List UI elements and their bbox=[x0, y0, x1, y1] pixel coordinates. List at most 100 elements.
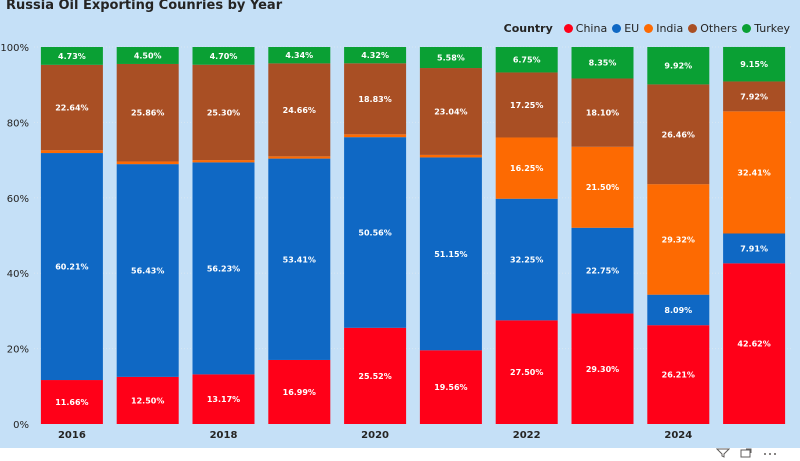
data-label: 50.56% bbox=[358, 228, 391, 237]
x-tick-label: 2020 bbox=[361, 430, 389, 441]
data-label: 60.21% bbox=[55, 263, 88, 272]
bar-others-2020 bbox=[344, 63, 407, 135]
y-tick-label: 80% bbox=[7, 118, 29, 129]
data-label: 4.32% bbox=[361, 51, 389, 60]
y-tick-label: 60% bbox=[7, 194, 29, 205]
legend-marker bbox=[742, 24, 752, 33]
data-label: 6.75% bbox=[513, 56, 541, 65]
data-label: 18.10% bbox=[586, 109, 619, 118]
legend-title: Country bbox=[503, 22, 553, 35]
y-tick-label: 20% bbox=[7, 345, 29, 356]
data-label: 21.50% bbox=[586, 183, 619, 192]
x-tick-label: 2022 bbox=[513, 430, 541, 441]
legend-label: China bbox=[575, 22, 608, 35]
legend-label: Turkey bbox=[754, 22, 790, 35]
bar-china-2017 bbox=[116, 376, 179, 424]
bar-turkey-2016 bbox=[40, 47, 103, 65]
bar-india-2023 bbox=[571, 146, 634, 228]
visual-header-icons bbox=[715, 448, 800, 461]
bar-turkey-2024 bbox=[647, 47, 710, 85]
data-label: 5.58% bbox=[437, 54, 465, 63]
data-label: 22.75% bbox=[586, 267, 619, 276]
data-label: 32.41% bbox=[737, 168, 770, 177]
bar-india-2022 bbox=[495, 137, 558, 199]
bar-china-2019 bbox=[268, 359, 331, 424]
data-label: 18.83% bbox=[358, 95, 391, 104]
bar-others-2024 bbox=[647, 84, 710, 185]
bar-india-2020 bbox=[344, 134, 407, 138]
bar-turkey-2025 bbox=[723, 46, 786, 82]
bar-india-2016 bbox=[40, 150, 103, 154]
data-label: 16.99% bbox=[283, 388, 316, 397]
bar-turkey-2022 bbox=[495, 47, 558, 73]
bar-turkey-2020 bbox=[344, 47, 407, 64]
legend-item-china[interactable]: China bbox=[563, 22, 608, 35]
chart-title: Russia Oil Exporting Counries by Year bbox=[6, 0, 283, 13]
bar-india-2019 bbox=[268, 156, 331, 159]
data-label: 25.30% bbox=[207, 108, 240, 117]
data-label: 13.17% bbox=[207, 395, 240, 404]
legend-item-eu[interactable]: EU bbox=[612, 22, 639, 35]
bar-eu-2016 bbox=[40, 153, 103, 381]
legend-item-india[interactable]: India bbox=[644, 22, 683, 35]
focus-mode-icon[interactable] bbox=[740, 448, 752, 461]
data-label: 24.66% bbox=[283, 106, 316, 115]
data-label: 26.21% bbox=[662, 371, 695, 380]
bar-eu-2020 bbox=[344, 137, 407, 328]
bar-others-2018 bbox=[192, 64, 255, 161]
data-label: 27.50% bbox=[510, 368, 543, 377]
stacked-bar-chart: 0% 20% 40% 60% 80% 100% 11.66% 60.21% 22.64% 4.73… bbox=[0, 43, 792, 441]
legend-item-turkey[interactable]: Turkey bbox=[742, 22, 790, 35]
more-options-icon[interactable] bbox=[762, 448, 778, 461]
bar-india-2021 bbox=[419, 154, 482, 158]
bar-eu-2019 bbox=[268, 158, 331, 360]
legend-marker bbox=[644, 24, 654, 33]
bar-eu-2018 bbox=[192, 162, 255, 375]
legend-marker bbox=[563, 24, 573, 33]
legend-label: Others bbox=[700, 22, 738, 35]
data-label: 51.15% bbox=[434, 250, 467, 259]
data-label: 19.56% bbox=[434, 383, 467, 392]
bar-turkey-2019 bbox=[268, 47, 331, 64]
data-label: 26.46% bbox=[662, 130, 695, 139]
bar-india-2017 bbox=[116, 161, 179, 165]
data-label: 7.91% bbox=[740, 244, 768, 253]
data-label: 4.50% bbox=[134, 51, 162, 60]
data-label: 4.34% bbox=[285, 51, 313, 60]
data-label: 53.41% bbox=[283, 255, 316, 264]
legend-item-others[interactable]: Others bbox=[688, 22, 737, 35]
y-tick-label: 0% bbox=[13, 420, 29, 431]
x-tick-label: 2024 bbox=[664, 430, 692, 441]
data-label: 4.73% bbox=[58, 52, 86, 61]
bar-turkey-2018 bbox=[192, 47, 255, 65]
data-label: 17.25% bbox=[510, 101, 543, 110]
bar-eu-2025 bbox=[723, 233, 786, 264]
data-label: 8.35% bbox=[589, 59, 617, 68]
bar-turkey-2017 bbox=[116, 47, 179, 64]
filter-icon[interactable] bbox=[715, 448, 731, 461]
bar-others-2025 bbox=[723, 81, 786, 112]
legend-label: India bbox=[656, 22, 684, 35]
legend-marker bbox=[612, 24, 622, 33]
data-label: 22.64% bbox=[55, 104, 88, 113]
bar-eu-2023 bbox=[571, 227, 634, 314]
data-label: 29.30% bbox=[586, 365, 619, 374]
bar-china-2022 bbox=[495, 320, 558, 424]
bar-eu-2017 bbox=[116, 164, 179, 377]
data-label: 25.86% bbox=[131, 109, 164, 118]
data-label: 7.92% bbox=[740, 92, 768, 101]
bar-turkey-2021 bbox=[419, 47, 482, 69]
legend-label: EU bbox=[624, 22, 640, 35]
bar-india-2025 bbox=[723, 111, 786, 234]
data-label: 16.25% bbox=[510, 164, 543, 173]
data-label: 25.52% bbox=[358, 372, 391, 381]
bar-china-2024 bbox=[647, 325, 710, 424]
data-label: 12.50% bbox=[131, 396, 164, 405]
data-label: 32.25% bbox=[510, 256, 543, 265]
bar-eu-2021 bbox=[419, 157, 482, 351]
data-label: 29.32% bbox=[662, 235, 695, 244]
data-label: 56.43% bbox=[131, 267, 164, 276]
y-tick-label: 100% bbox=[0, 43, 29, 54]
bar-india-2024 bbox=[647, 184, 710, 295]
bar-others-2021 bbox=[419, 68, 482, 155]
